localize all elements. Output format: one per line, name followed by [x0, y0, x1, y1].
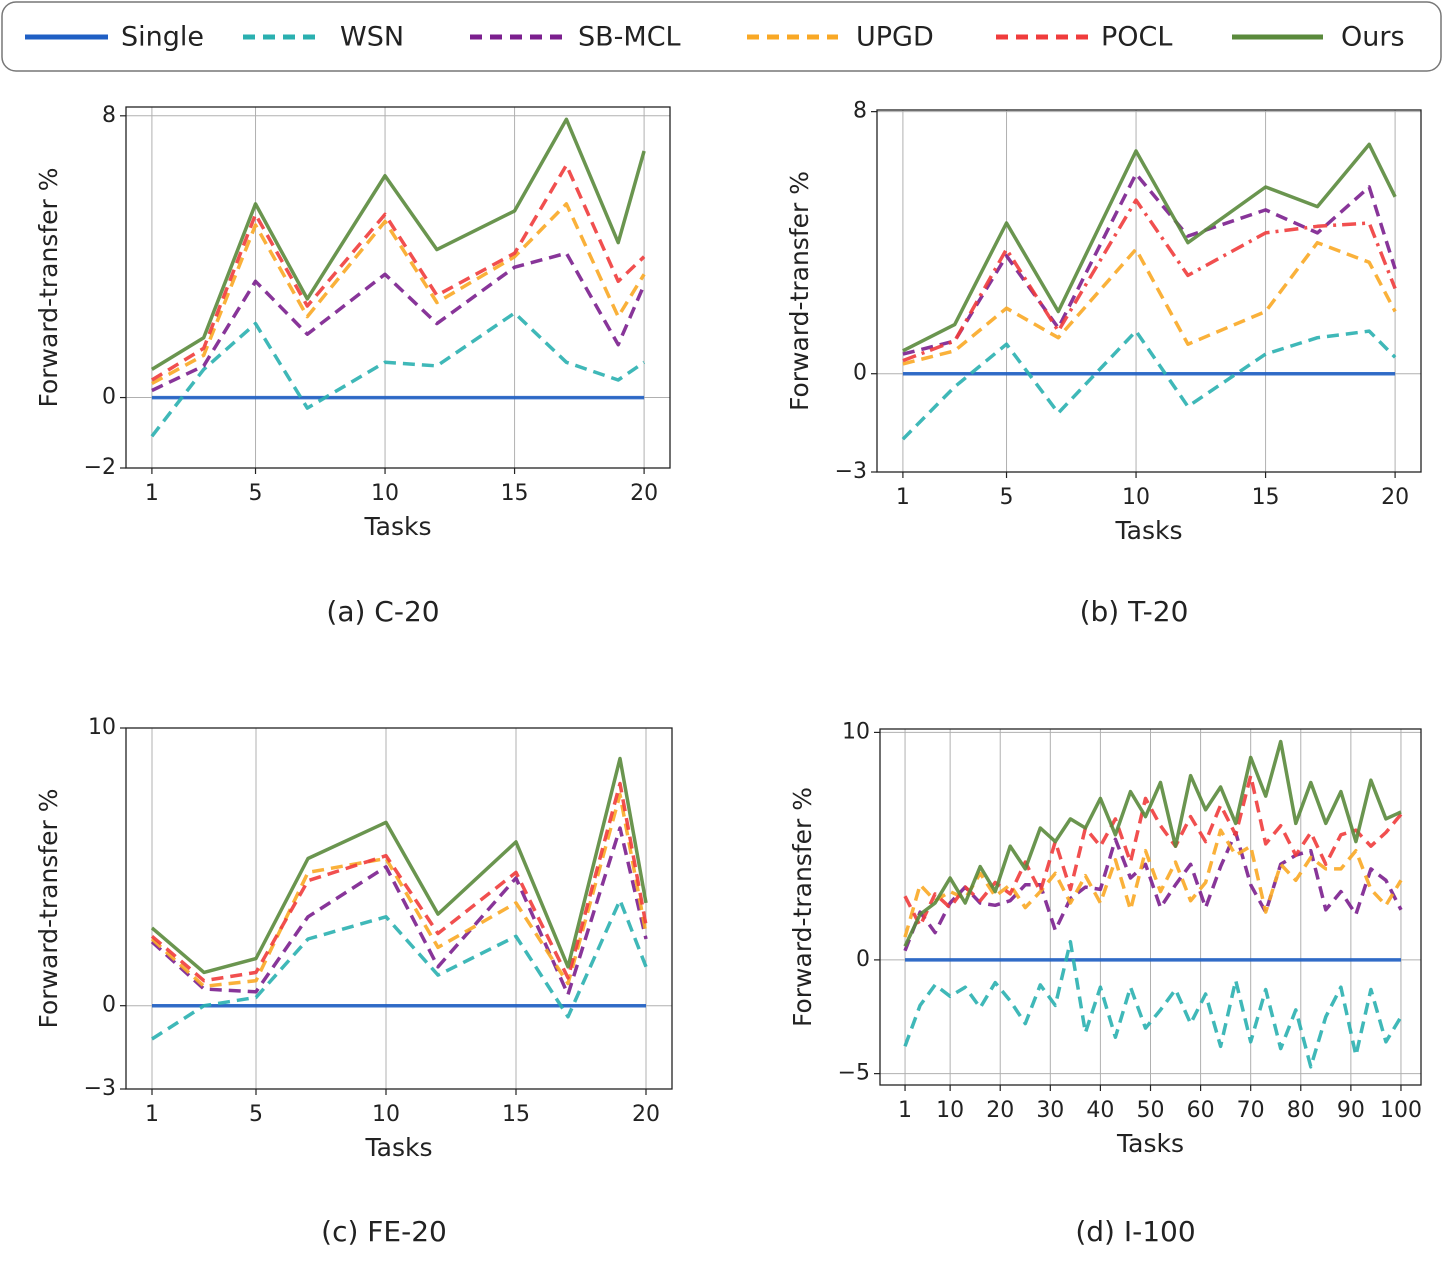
caption: (d) I-100	[1075, 1215, 1195, 1248]
x-axis-label: Tasks	[365, 1133, 433, 1162]
series-line	[903, 939, 1403, 1069]
x-tick-label: 5	[249, 1102, 263, 1127]
y-tick-label: 0	[102, 993, 116, 1018]
x-tick-label: 20	[630, 481, 658, 506]
plot-area	[877, 110, 1421, 472]
legend-label: Single	[121, 22, 204, 53]
series-line	[150, 117, 646, 371]
x-tick-label: 1	[145, 1102, 159, 1127]
plot-frame	[876, 109, 1422, 473]
x-tick-label: 10	[1122, 485, 1150, 510]
series-line	[151, 898, 648, 1041]
x-tick-label: 90	[1337, 1098, 1365, 1123]
series-line	[903, 739, 1402, 947]
caption: (b) T-20	[1080, 595, 1189, 628]
series-line	[150, 792, 648, 989]
series-line	[903, 773, 1403, 928]
plot-frame	[125, 727, 673, 1090]
x-tick-label: 15	[502, 1102, 530, 1127]
plot-frame	[879, 728, 1422, 1086]
x-tick-label: 5	[1000, 485, 1014, 510]
y-tick-label: 8	[853, 99, 867, 124]
series-line	[902, 198, 1397, 363]
x-tick-label: 30	[1036, 1098, 1064, 1123]
x-tick-label: 10	[372, 1102, 400, 1127]
x-tick-label: 100	[1380, 1098, 1422, 1123]
series-line	[151, 202, 646, 386]
series-line	[150, 163, 646, 382]
x-tick-label: 1	[145, 481, 159, 506]
y-tick-label: 10	[88, 715, 116, 740]
series-line	[902, 240, 1397, 366]
y-tick-label: 0	[853, 361, 867, 386]
y-tick-label: 0	[856, 947, 870, 972]
legend-label: SB-MCL	[578, 22, 681, 53]
plot-frame	[125, 106, 671, 469]
x-axis-label: Tasks	[364, 512, 432, 541]
x-tick-label: 10	[371, 481, 399, 506]
series-line	[901, 329, 1397, 441]
y-tick-label: −3	[84, 1076, 116, 1101]
caption: (a) C-20	[326, 595, 439, 628]
series-line	[150, 311, 646, 438]
x-tick-label: 5	[249, 481, 263, 506]
legend-box	[1, 1, 1442, 72]
y-tick-label: 8	[102, 103, 116, 128]
series-line	[903, 828, 1403, 938]
y-tick-label: 0	[102, 385, 116, 410]
x-tick-label: 60	[1187, 1098, 1215, 1123]
x-tick-label: 1	[898, 1098, 912, 1123]
x-tick-label: 20	[986, 1098, 1014, 1123]
legend-label: Ours	[1341, 22, 1405, 53]
y-axis-label: Forward-transfer %	[788, 787, 817, 1027]
y-tick-label: −5	[838, 1061, 870, 1086]
y-tick-label: 10	[842, 719, 870, 744]
x-tick-label: 10	[936, 1098, 964, 1123]
x-tick-label: 80	[1287, 1098, 1315, 1123]
series-line	[902, 172, 1397, 356]
x-tick-label: 15	[1252, 485, 1280, 510]
x-axis-label: Tasks	[1116, 1129, 1184, 1158]
series-line	[150, 826, 648, 997]
caption: (c) FE-20	[321, 1215, 447, 1248]
series-line	[902, 142, 1397, 353]
y-axis-label: Forward-transfer %	[34, 168, 63, 408]
series-line	[150, 756, 648, 975]
series-line	[903, 830, 1403, 952]
x-tick-label: 20	[632, 1102, 660, 1127]
legend-label: UPGD	[856, 22, 934, 53]
legend-label: WSN	[340, 22, 404, 53]
x-axis-label: Tasks	[1115, 516, 1183, 545]
y-tick-label: −2	[84, 455, 116, 480]
x-tick-label: 20	[1381, 485, 1409, 510]
y-tick-label: −3	[835, 459, 867, 484]
y-axis-label: Forward-transfer %	[785, 171, 814, 411]
x-tick-label: 15	[501, 481, 529, 506]
x-tick-label: 70	[1237, 1098, 1265, 1123]
series-line	[151, 251, 646, 393]
y-axis-label: Forward-transfer %	[34, 789, 63, 1029]
x-tick-label: 1	[896, 485, 910, 510]
x-tick-label: 40	[1086, 1098, 1114, 1123]
legend-label: POCL	[1101, 22, 1172, 53]
x-tick-label: 50	[1137, 1098, 1165, 1123]
